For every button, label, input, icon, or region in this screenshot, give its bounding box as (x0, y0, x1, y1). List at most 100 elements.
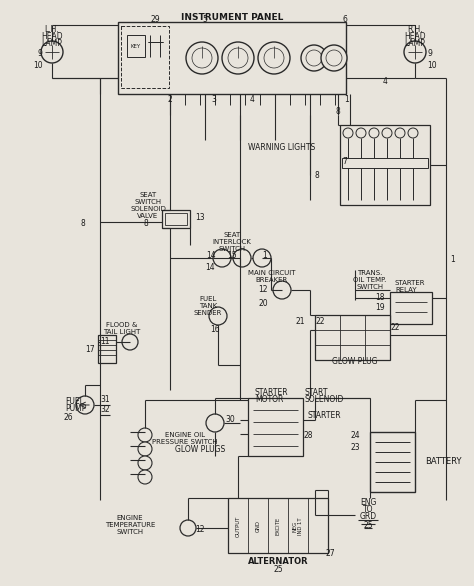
Text: BATTERY: BATTERY (425, 458, 462, 466)
Circle shape (369, 128, 379, 138)
Text: 11: 11 (100, 338, 110, 346)
Text: 23: 23 (350, 444, 360, 452)
Text: SENDER: SENDER (194, 310, 222, 316)
Text: PRESSURE SWITCH: PRESSURE SWITCH (152, 439, 218, 445)
Text: MOTOR: MOTOR (255, 395, 283, 404)
Text: 32: 32 (100, 406, 110, 414)
Circle shape (209, 307, 227, 325)
Circle shape (306, 50, 322, 66)
Circle shape (180, 520, 196, 536)
Text: 3: 3 (211, 96, 217, 104)
Text: MAIN CIRCUIT: MAIN CIRCUIT (248, 270, 296, 276)
Circle shape (395, 128, 405, 138)
Text: FLOOD &: FLOOD & (106, 322, 137, 328)
Circle shape (258, 42, 290, 74)
Bar (340, 125, 430, 205)
Text: GLOW PLUGS: GLOW PLUGS (175, 445, 225, 455)
Text: STARTER: STARTER (395, 280, 426, 286)
Text: FUEL: FUEL (65, 397, 84, 406)
Text: 20: 20 (258, 298, 268, 308)
Circle shape (186, 42, 218, 74)
Text: 16: 16 (210, 325, 220, 335)
Text: INSTRUMENT PANEL: INSTRUMENT PANEL (181, 12, 283, 22)
Circle shape (321, 45, 347, 71)
Text: 25: 25 (273, 565, 283, 574)
Text: SWITCH: SWITCH (117, 529, 144, 535)
Circle shape (206, 414, 224, 432)
Text: 29: 29 (150, 15, 160, 25)
Text: 26: 26 (63, 414, 73, 423)
Text: ENGINE: ENGINE (117, 515, 143, 521)
Text: 4: 4 (383, 77, 387, 87)
Text: SWITCH: SWITCH (219, 246, 246, 252)
Text: ALTERNATOR: ALTERNATOR (248, 557, 308, 567)
Text: OIL TEMP.: OIL TEMP. (353, 277, 387, 283)
Text: 24: 24 (350, 431, 360, 440)
Circle shape (356, 128, 366, 138)
Text: FUEL: FUEL (199, 296, 217, 302)
Text: HEAD: HEAD (404, 32, 426, 41)
Text: 8: 8 (143, 219, 148, 227)
Circle shape (264, 48, 284, 68)
Circle shape (273, 281, 291, 299)
Text: TRANS.: TRANS. (357, 270, 383, 276)
Text: 14: 14 (206, 250, 216, 260)
Text: 9: 9 (428, 49, 432, 57)
Bar (390, 292, 432, 324)
Text: OUTPUT: OUTPUT (236, 515, 240, 537)
Text: R.H.: R.H. (407, 25, 423, 34)
Text: HEAD: HEAD (41, 32, 63, 41)
Text: SOLENOID: SOLENOID (305, 395, 345, 404)
Text: GRD: GRD (359, 512, 376, 521)
Bar (118, 22, 346, 94)
Circle shape (382, 128, 392, 138)
Text: 4: 4 (250, 96, 255, 104)
Text: SWITCH: SWITCH (135, 199, 162, 205)
Bar (342, 158, 428, 168)
Text: INTERLOCK: INTERLOCK (212, 239, 251, 245)
Circle shape (343, 128, 353, 138)
Text: SWITCH: SWITCH (356, 284, 383, 290)
Circle shape (404, 41, 426, 63)
Text: 1: 1 (263, 250, 267, 260)
Text: EXCITE: EXCITE (275, 517, 281, 535)
Text: STARTER: STARTER (308, 411, 342, 420)
Bar (127, 35, 145, 57)
Text: TAIL LIGHT: TAIL LIGHT (103, 329, 141, 335)
Text: 27: 27 (325, 548, 335, 557)
Circle shape (222, 42, 254, 74)
Text: TO: TO (363, 505, 373, 514)
Text: 12: 12 (258, 285, 268, 295)
Text: LAMP: LAMP (405, 39, 426, 48)
Text: 15: 15 (227, 250, 237, 260)
Bar (98, 335, 116, 363)
Text: ENGINE OIL: ENGINE OIL (165, 432, 205, 438)
Text: RELAY: RELAY (395, 287, 417, 293)
Text: 12: 12 (195, 526, 205, 534)
Text: 22: 22 (390, 323, 400, 332)
Bar (162, 210, 190, 228)
Text: 30: 30 (225, 415, 235, 424)
Text: 14: 14 (205, 264, 215, 272)
Text: KEY: KEY (131, 43, 141, 49)
Text: SOLENOID: SOLENOID (130, 206, 166, 212)
Circle shape (408, 128, 418, 138)
Bar (248, 398, 303, 456)
Text: ENG: ENG (360, 498, 376, 507)
Circle shape (138, 470, 152, 484)
Text: TEMPERATURE: TEMPERATURE (105, 522, 155, 528)
Text: GND: GND (255, 520, 261, 532)
Circle shape (228, 48, 248, 68)
Text: 31: 31 (100, 396, 110, 404)
Bar (121, 26, 169, 88)
Text: 7: 7 (342, 158, 347, 166)
Circle shape (138, 442, 152, 456)
Text: GLOW PLUG: GLOW PLUG (332, 357, 378, 366)
Text: STARTER: STARTER (255, 388, 289, 397)
Text: SEAT: SEAT (139, 192, 156, 198)
Text: 28: 28 (303, 431, 313, 440)
Text: 10: 10 (427, 60, 437, 70)
Bar (315, 315, 390, 360)
Text: TANK: TANK (199, 303, 217, 309)
Text: LAMP: LAMP (42, 39, 63, 48)
